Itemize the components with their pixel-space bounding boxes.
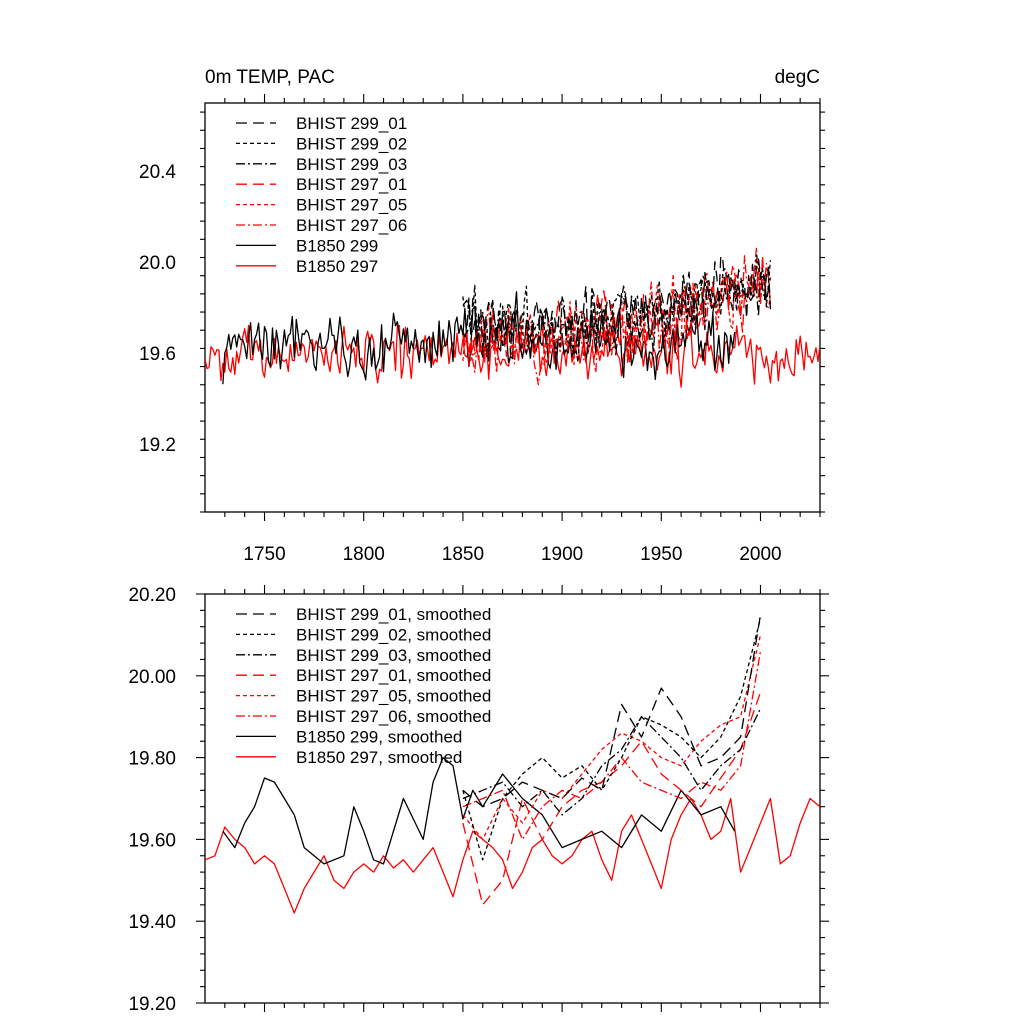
legend-label-b1850-297-smoothed: B1850 297, smoothed bbox=[296, 748, 462, 767]
legend-label-b1850-297: B1850 297 bbox=[296, 257, 378, 276]
series-line-bhist-297-06-smoothed bbox=[462, 651, 762, 841]
legend-label-bhist-297-06-smoothed: BHIST 297_06, smoothed bbox=[296, 707, 491, 726]
legend-label-bhist-299-03-smoothed: BHIST 299_03, smoothed bbox=[296, 646, 491, 665]
legend-label-bhist-297-05-smoothed: BHIST 297_05, smoothed bbox=[296, 687, 491, 706]
chart-title-left: 0m TEMP, PAC bbox=[205, 67, 335, 88]
y-tick-label: 19.40 bbox=[128, 912, 176, 933]
x-tick-label: 1800 bbox=[343, 544, 385, 565]
series-line-bhist-299-03 bbox=[462, 265, 772, 355]
legend-label-bhist-297-01-smoothed: BHIST 297_01, smoothed bbox=[296, 666, 491, 685]
series-line-bhist-297-05-smoothed bbox=[462, 634, 762, 841]
series-line-bhist-299-01 bbox=[462, 255, 772, 356]
top-panel: 1750 1800 1850 1900 1950 2000 19.2 19.6 20.0 20.4… bbox=[139, 67, 825, 565]
y-tick-label: 20.00 bbox=[128, 667, 176, 688]
legend-label-bhist-299-01-smoothed: BHIST 299_01, smoothed bbox=[296, 605, 491, 624]
legend-label-bhist-299-02: BHIST 299_02 bbox=[296, 134, 407, 153]
y-tick-label: 19.6 bbox=[139, 344, 176, 365]
series-group bbox=[205, 246, 820, 388]
legend-label-bhist-297-06: BHIST 297_06 bbox=[296, 216, 407, 235]
series-line-b1850-297-smoothed bbox=[205, 797, 820, 914]
legend-label-bhist-299-02-smoothed: BHIST 299_02, smoothed bbox=[296, 625, 491, 644]
legend-label-bhist-297-01: BHIST 297_01 bbox=[296, 175, 407, 194]
legend-label-bhist-297-05: BHIST 297_05 bbox=[296, 196, 407, 215]
series-line-b1850-299 bbox=[222, 291, 736, 385]
x-tick-label: 1900 bbox=[541, 544, 583, 565]
bottom-panel: 19.20 19.40 19.60 19.80 20.00 20.20 BHIST 299_… bbox=[128, 585, 829, 1015]
legend-label-bhist-299-03: BHIST 299_03 bbox=[296, 155, 407, 174]
x-tick-label: 2000 bbox=[739, 544, 781, 565]
chart-title-right: degC bbox=[775, 67, 820, 88]
x-tick-label: 1750 bbox=[243, 544, 285, 565]
series-line-bhist-299-03-smoothed bbox=[462, 708, 762, 816]
plot-frame bbox=[204, 593, 821, 1004]
series-line-bhist-297-06 bbox=[462, 246, 772, 386]
x-tick-label: 1950 bbox=[640, 544, 682, 565]
series-line-b1850-299-smoothed bbox=[222, 756, 736, 865]
series-line-bhist-299-02-smoothed bbox=[462, 618, 762, 861]
series-line-bhist-299-01-smoothed bbox=[462, 614, 762, 808]
series-group bbox=[205, 614, 820, 914]
legend-label-bhist-299-01: BHIST 299_01 bbox=[296, 114, 407, 133]
y-tick-label: 19.60 bbox=[128, 830, 176, 851]
legend-label-b1850-299-smoothed: B1850 299, smoothed bbox=[296, 727, 462, 746]
legend-label-b1850-299: B1850 299 bbox=[296, 236, 378, 255]
plot-frame bbox=[204, 102, 821, 513]
y-tick-label: 20.4 bbox=[139, 162, 176, 183]
y-tick-label: 19.2 bbox=[139, 435, 176, 456]
series-line-bhist-297-05 bbox=[462, 264, 772, 371]
y-tick-label: 20.0 bbox=[139, 253, 176, 274]
series-line-bhist-299-02 bbox=[462, 254, 772, 364]
x-tick-label: 1850 bbox=[442, 544, 484, 565]
y-tick-label: 20.20 bbox=[128, 585, 176, 606]
y-tick-label: 19.80 bbox=[128, 749, 176, 770]
y-tick-label: 19.20 bbox=[128, 994, 176, 1015]
